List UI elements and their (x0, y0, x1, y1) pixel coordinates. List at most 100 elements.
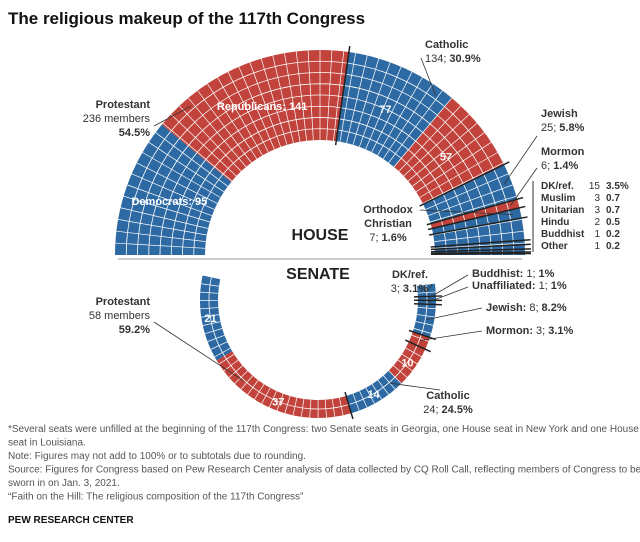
segment-label: 10 (401, 357, 413, 369)
seat-grid (204, 328, 223, 334)
seat-grid (115, 242, 206, 249)
group-boundary (419, 161, 510, 207)
seat-grid (331, 398, 336, 417)
footnote: sworn in on Jan. 3, 2021. (8, 478, 120, 489)
group-label-part: 1.6% (382, 232, 407, 244)
seat-grid (388, 90, 443, 163)
seat-grid (397, 359, 413, 372)
seat-grid (352, 393, 360, 411)
seat-grid (415, 321, 434, 326)
group-label-part: Orthodox (363, 204, 413, 216)
group-label-part: Catholic (425, 39, 468, 51)
brand: PEW RESEARCH CENTER (8, 515, 134, 526)
group-label: Buddhist: 1; 1% (472, 268, 555, 280)
group-label: Jewish 25; 5.8% (541, 108, 585, 134)
seat-grid (227, 71, 269, 153)
group-boundary (413, 302, 442, 306)
seat-grid (207, 83, 258, 160)
table-share: 0.7 (606, 193, 620, 204)
footnote: “Faith on the Hill: The religious compos… (8, 492, 303, 503)
group-label-part: 3.1% (403, 283, 428, 295)
seat-grid (383, 375, 396, 390)
seat-grid (338, 397, 344, 416)
group-label-part: 1; (539, 280, 548, 292)
group-label-part: 59.2% (119, 324, 150, 336)
table-name: DK/ref. (541, 181, 574, 192)
seat-grid (218, 354, 235, 365)
chart-title: The religious makeup of the 117th Congre… (8, 9, 365, 28)
segment-label: 14 (367, 389, 380, 401)
group-boundary (430, 238, 531, 248)
seat-grid (430, 195, 517, 223)
group-label-part: 3; (536, 325, 545, 337)
seat-grid (127, 184, 213, 216)
seat-grid (401, 353, 418, 365)
leader-line (420, 330, 483, 341)
segment-label: Democrats: 95 (131, 196, 207, 208)
seat-grid (359, 390, 368, 408)
seat-grid (142, 152, 221, 198)
segment-label: Republicans: 141 (217, 101, 307, 113)
leader-line (427, 283, 433, 291)
group-boundary (426, 196, 524, 226)
leader-line (427, 286, 469, 303)
seat-grid (324, 399, 327, 418)
seat-grid (136, 162, 218, 204)
table-count: 2 (594, 217, 600, 228)
group-label-part: Catholic (426, 390, 469, 402)
seat-grid (339, 53, 356, 142)
group-label: Mormon: 3; 3.1% (486, 325, 574, 337)
group-label-part: 6; (541, 160, 550, 172)
group-label-part: Buddhist: (472, 268, 523, 280)
group-label-part: 58 members (89, 310, 151, 322)
seat-grid (295, 51, 307, 141)
seat-grid (427, 184, 513, 216)
leader-line (503, 135, 538, 185)
seat-grid (407, 122, 478, 182)
group-label-part: 30.9% (449, 53, 480, 65)
group-label-part: 3; (391, 283, 400, 295)
group-boundary (430, 251, 531, 255)
seat-grid (300, 398, 305, 417)
table-share: 0.2 (606, 229, 620, 240)
seat-grid (260, 58, 288, 145)
seat-grid (398, 105, 461, 172)
seat-grid (131, 173, 215, 210)
seat-grid (434, 230, 524, 242)
seat-grid (307, 50, 314, 141)
group-label-part: Mormon: (486, 325, 533, 337)
group-label-part: Protestant (96, 99, 151, 111)
seat-grid (412, 132, 485, 187)
group-label-part: 1% (539, 268, 555, 280)
chamber-label: HOUSE (292, 227, 349, 244)
seat-grid (377, 379, 389, 395)
group-boundary (427, 205, 526, 231)
table-name: Other (541, 241, 568, 252)
seat-segment (200, 275, 233, 361)
group-label-part: 1% (551, 280, 567, 292)
seat-grid (284, 395, 291, 414)
seat-grid (365, 387, 375, 404)
seat-grid (197, 90, 252, 163)
seat-grid (433, 219, 522, 236)
seat-grid (118, 219, 207, 236)
group-label-part: DK/ref. (392, 269, 428, 281)
group-label-part: Unaffiliated: (472, 280, 536, 292)
seat-grid (155, 132, 228, 187)
seat-grid (249, 62, 281, 148)
seat-grid (403, 114, 470, 177)
seat-grid (210, 341, 228, 350)
leader-line (419, 209, 513, 215)
segment-label: 37 (272, 396, 284, 408)
group-label-part: 24; (423, 404, 438, 416)
seat-grid (371, 383, 383, 400)
table-share: 0.2 (606, 241, 620, 252)
seat-grid (415, 142, 492, 193)
group-label-part: 1; (526, 268, 535, 280)
seat-grid (326, 50, 333, 141)
group-label-part: 3.1% (548, 325, 573, 337)
table-count: 15 (589, 181, 601, 192)
footnote: *Several seats were unfilled at the begi… (8, 424, 639, 435)
seat-grid (234, 370, 248, 384)
seat-grid (388, 370, 402, 384)
